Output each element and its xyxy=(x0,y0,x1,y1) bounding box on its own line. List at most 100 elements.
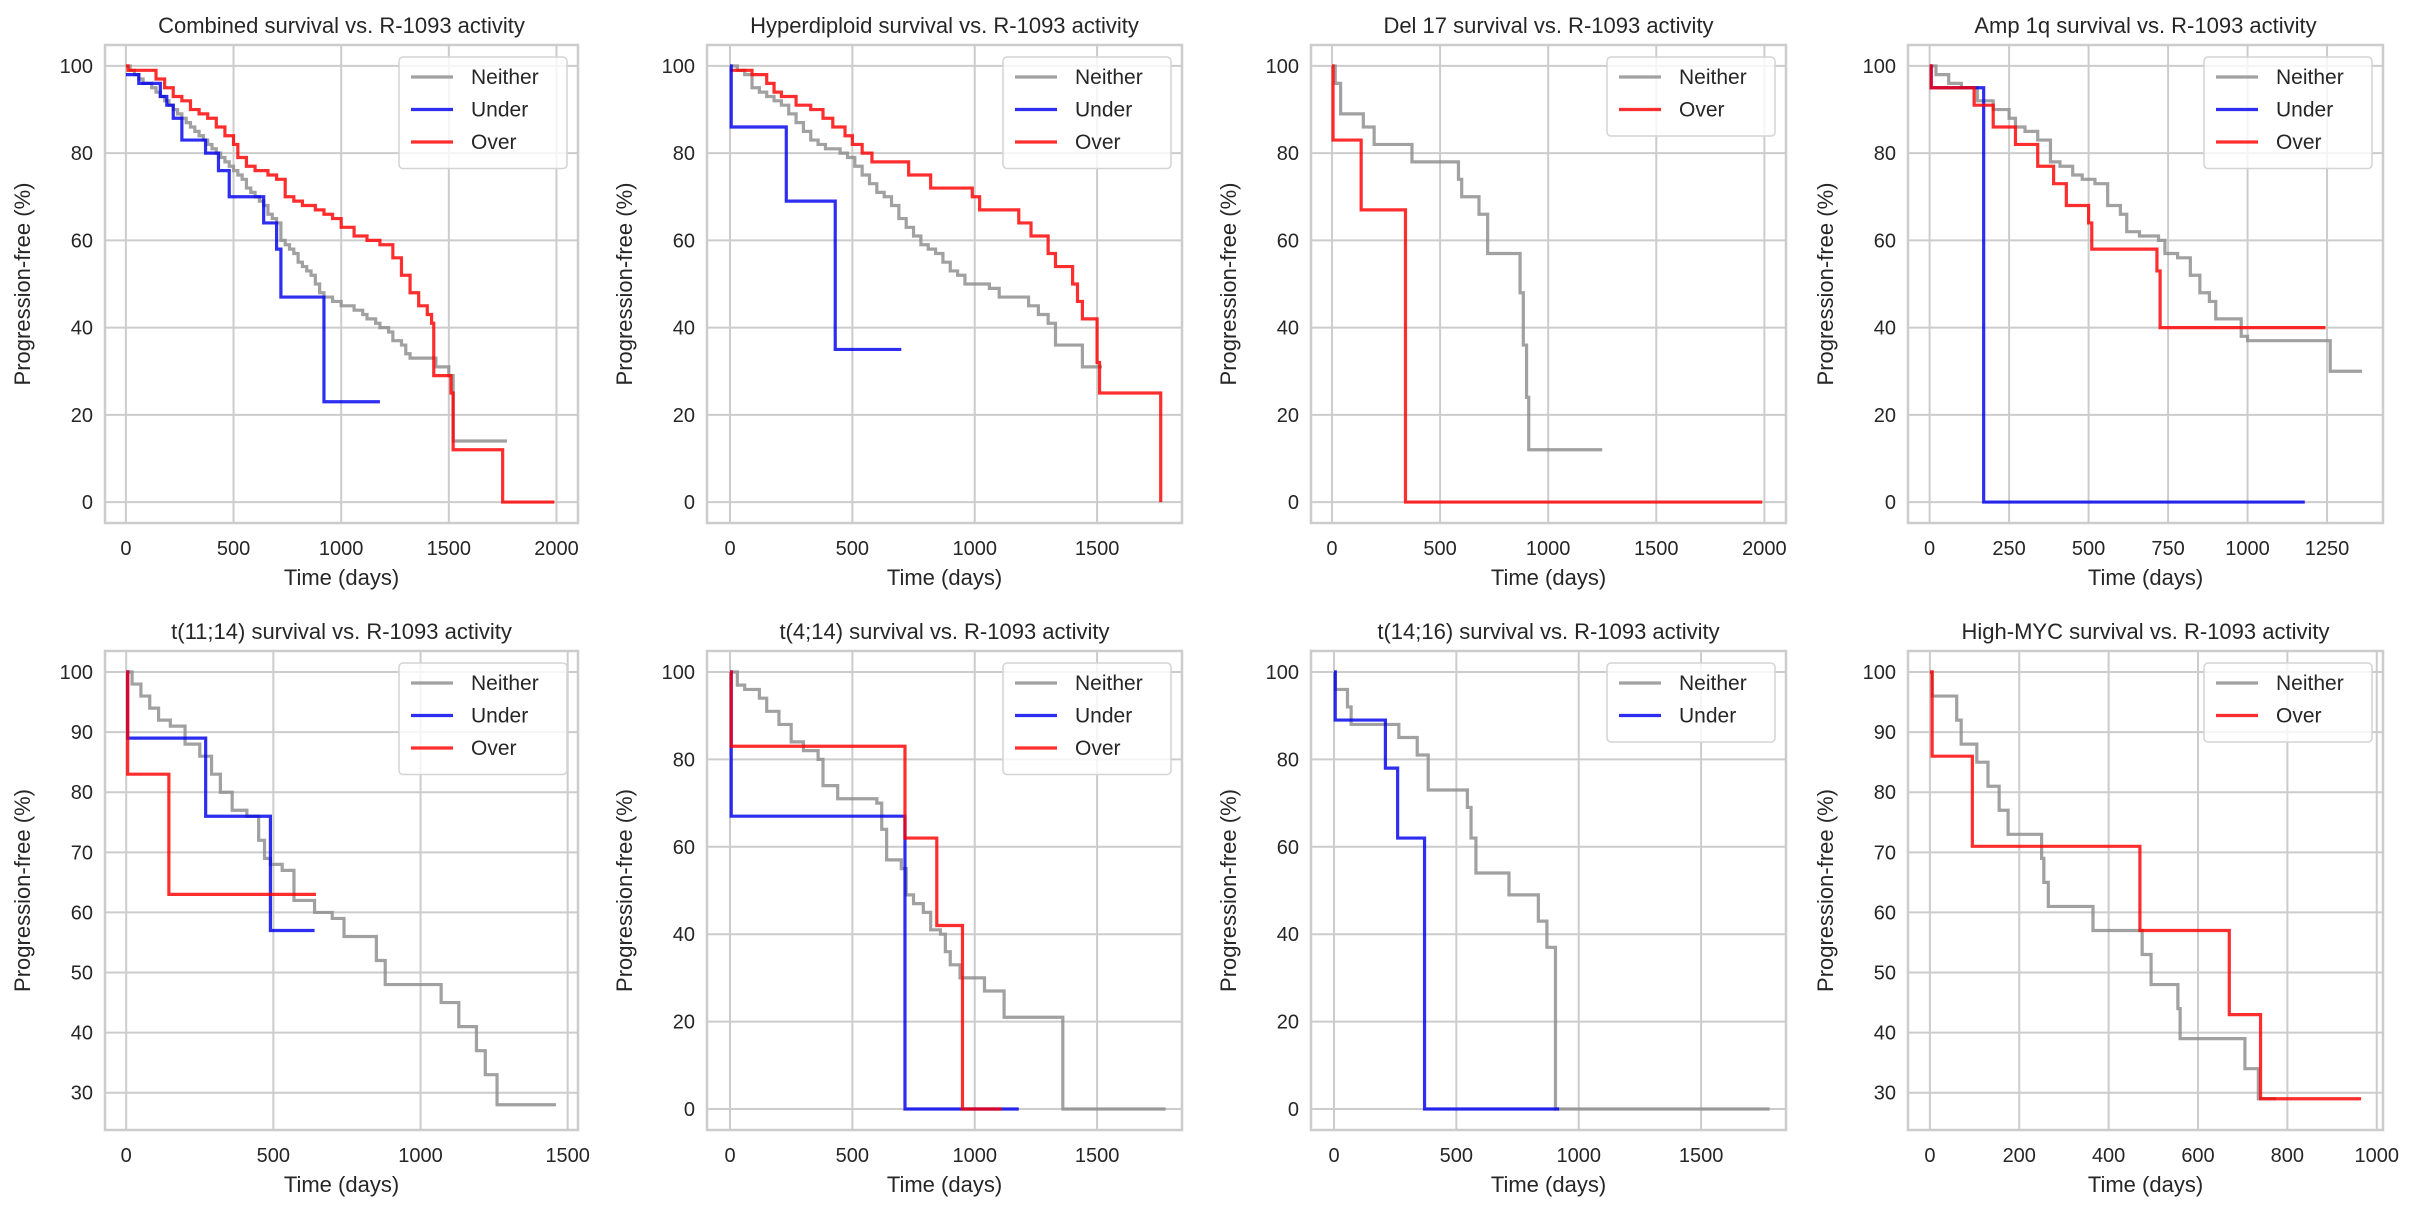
y-tick-label: 100 xyxy=(60,56,93,78)
series-line-over xyxy=(1929,670,2362,1101)
series-line-neither xyxy=(730,64,1102,369)
y-tick-label: 100 xyxy=(662,56,695,78)
y-axis-label: Progression-free (%) xyxy=(10,789,35,992)
legend-label-under: Under xyxy=(1075,99,1132,122)
y-tick-label: 20 xyxy=(71,405,93,427)
y-axis-label: Progression-free (%) xyxy=(612,789,637,992)
panel-title: Combined survival vs. R-1093 activity xyxy=(158,13,525,38)
legend: Neither Under Over xyxy=(1002,662,1172,776)
x-tick-label: 2000 xyxy=(534,538,579,560)
x-tick-label: 500 xyxy=(1423,538,1456,560)
km-panel: 0 500 1000 1500 0 20 40 60 80 100 t(14;16) surviva… xyxy=(1216,619,1788,1197)
y-tick-label: 90 xyxy=(1874,722,1896,744)
y-axis-label: Progression-free (%) xyxy=(1813,789,1838,992)
y-tick-label: 90 xyxy=(71,722,93,744)
legend-label-neither: Neither xyxy=(471,672,539,695)
legend-label-over: Over xyxy=(2276,705,2322,728)
x-tick-label: 1500 xyxy=(1075,538,1120,560)
legend: Neither Under Over xyxy=(1002,56,1172,170)
x-axis-label: Time (days) xyxy=(887,565,1002,590)
series-line-over xyxy=(730,68,1163,503)
y-axis-label: Progression-free (%) xyxy=(10,183,35,386)
y-tick-label: 40 xyxy=(673,318,695,340)
legend-label-under: Under xyxy=(1075,705,1132,728)
y-tick-label: 100 xyxy=(1863,662,1896,684)
y-tick-label: 100 xyxy=(1863,56,1896,78)
legend: Neither Under xyxy=(1606,662,1776,743)
legend-label-over: Over xyxy=(2276,131,2322,154)
x-tick-label: 1000 xyxy=(2225,538,2270,560)
y-tick-label: 80 xyxy=(71,782,93,804)
x-tick-label: 750 xyxy=(2151,538,2184,560)
x-tick-label: 500 xyxy=(1440,1145,1473,1167)
km-panel: 0 250 500 750 1000 1250 0 20 40 60 80 100 Amp 1q sur… xyxy=(1813,13,2385,590)
x-tick-label: 2000 xyxy=(1742,538,1787,560)
panel-title: t(11;14) survival vs. R-1093 activity xyxy=(171,619,512,644)
series-line-neither xyxy=(1333,670,1770,1111)
x-tick-label: 0 xyxy=(724,538,735,560)
panel-title: t(4;14) survival vs. R-1093 activity xyxy=(779,619,1109,644)
y-tick-label: 60 xyxy=(1277,837,1299,859)
panel-title: Hyperdiploid survival vs. R-1093 activit… xyxy=(750,13,1139,38)
series-line-over xyxy=(729,670,1002,1111)
x-tick-label: 1500 xyxy=(1075,1145,1120,1167)
series-line-neither xyxy=(125,64,507,443)
x-tick-label: 1000 xyxy=(319,538,364,560)
x-axis-label: Time (days) xyxy=(284,1172,399,1197)
series-line-over xyxy=(125,64,555,504)
y-tick-label: 80 xyxy=(673,143,695,165)
plot-frame xyxy=(103,649,580,1132)
y-axis-label: Progression-free (%) xyxy=(612,183,637,386)
x-tick-label: 1250 xyxy=(2305,538,2350,560)
plot-frame xyxy=(1906,43,2385,525)
panel-title: Del 17 survival vs. R-1093 activity xyxy=(1383,13,1713,38)
series-line-neither xyxy=(1929,670,2277,1101)
series-line-neither xyxy=(1331,64,1603,452)
y-tick-label: 60 xyxy=(71,230,93,252)
legend-label-neither: Neither xyxy=(1075,672,1143,695)
panel-title: t(14;16) survival vs. R-1093 activity xyxy=(1377,619,1719,644)
series-line-neither xyxy=(126,670,556,1107)
y-tick-label: 0 xyxy=(82,492,93,514)
plot-frame xyxy=(705,43,1184,525)
y-tick-label: 60 xyxy=(1874,902,1896,924)
legend-label-neither: Neither xyxy=(1075,66,1143,89)
x-tick-label: 1000 xyxy=(952,538,997,560)
y-tick-label: 0 xyxy=(684,1099,695,1121)
series-line-neither xyxy=(730,670,1166,1111)
series-line-over xyxy=(1331,64,1763,504)
series-line-over xyxy=(126,670,317,897)
x-tick-label: 0 xyxy=(1924,538,1935,560)
km-panel: 0 500 1000 1500 2000 0 20 40 60 80 100 Combined sur… xyxy=(10,13,580,590)
y-tick-label: 50 xyxy=(71,963,93,985)
y-tick-label: 70 xyxy=(1874,842,1896,864)
legend-label-over: Over xyxy=(471,737,517,760)
km-panel: 0 500 1000 1500 30 40 50 60 70 80 90 100 t(11;14) su… xyxy=(10,619,590,1197)
y-tick-label: 60 xyxy=(1277,230,1299,252)
y-tick-label: 20 xyxy=(1874,405,1896,427)
x-tick-label: 0 xyxy=(724,1145,735,1167)
x-tick-label: 1000 xyxy=(1556,1145,1601,1167)
y-tick-label: 20 xyxy=(1277,1012,1299,1034)
plot-frame xyxy=(705,649,1184,1132)
x-tick-label: 500 xyxy=(836,538,869,560)
y-tick-label: 80 xyxy=(1874,782,1896,804)
x-axis-label: Time (days) xyxy=(1491,565,1606,590)
y-tick-label: 40 xyxy=(1277,924,1299,946)
x-axis-label: Time (days) xyxy=(2088,565,2203,590)
x-tick-label: 0 xyxy=(1924,1145,1935,1167)
legend-label-over: Over xyxy=(471,131,517,154)
legend-label-neither: Neither xyxy=(471,66,539,89)
y-axis-label: Progression-free (%) xyxy=(1216,183,1241,386)
y-tick-label: 0 xyxy=(1288,1099,1299,1121)
x-tick-label: 500 xyxy=(217,538,250,560)
x-tick-label: 1000 xyxy=(952,1145,997,1167)
y-tick-label: 40 xyxy=(1874,318,1896,340)
y-tick-label: 20 xyxy=(673,1012,695,1034)
series-line-under xyxy=(1333,670,1560,1111)
legend: Neither Under Over xyxy=(398,56,568,170)
y-tick-label: 80 xyxy=(673,749,695,771)
x-tick-label: 1500 xyxy=(427,538,472,560)
legend-label-over: Over xyxy=(1075,131,1121,154)
